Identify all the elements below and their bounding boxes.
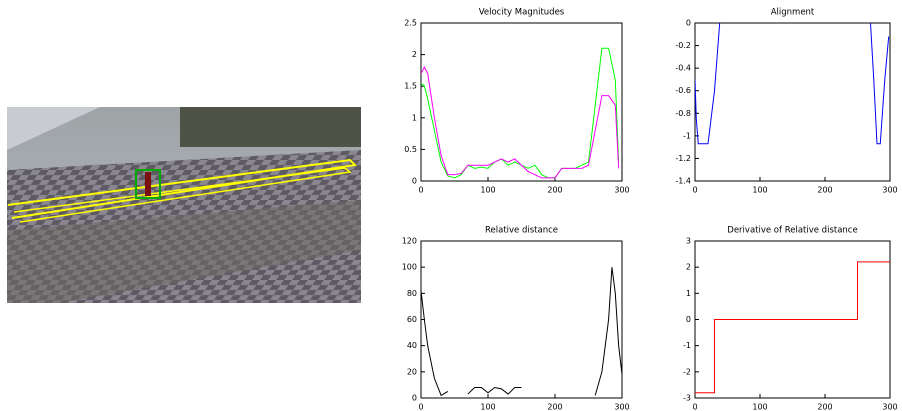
y-tick-label: 0 xyxy=(412,394,417,403)
y-tick-label: 2 xyxy=(686,263,691,272)
x-tick-label: 100 xyxy=(752,186,767,195)
subplot: Derivative of Relative distance -3 -2 -1 0 1 2… xyxy=(683,226,898,411)
y-tick-label: 20 xyxy=(407,367,417,376)
y-tick-label: -2 xyxy=(683,367,691,376)
y-tick-label: 1.5 xyxy=(404,82,417,91)
x-tick-label: 100 xyxy=(480,403,495,411)
subplot-title: Derivative of Relative distance xyxy=(727,226,857,236)
x-tick-label: 0 xyxy=(418,186,423,195)
x-tick-label: 200 xyxy=(817,186,832,195)
subplot: Relative distance 0 20 40 60 80 100 120 0 100 200 3… xyxy=(402,226,630,411)
y-tick-label: 2.5 xyxy=(404,19,417,28)
x-tick-label: 0 xyxy=(692,403,697,411)
y-tick-label: 2 xyxy=(412,50,417,59)
y-tick-label: 1 xyxy=(412,113,417,122)
video-frame xyxy=(7,107,361,303)
data-line xyxy=(421,47,620,179)
data-line xyxy=(695,261,890,394)
x-tick-label: 300 xyxy=(882,186,897,195)
y-tick-label: -0.8 xyxy=(675,109,691,118)
x-tick-label: 100 xyxy=(480,186,495,195)
y-tick-label: -1 xyxy=(683,341,691,350)
y-tick-label: 3 xyxy=(686,237,691,246)
subplot: Velocity Magnitudes 0 0.5 1 1.5 2 2.5 0 100 200 30… xyxy=(404,8,629,195)
y-tick-label: -0.2 xyxy=(675,41,691,50)
subplot: Alignment -1.4 -1.2 -1 -0.8 -0.6 -0.4 -0.2 0 0 100… xyxy=(675,8,897,195)
y-tick-label: 0 xyxy=(686,315,691,324)
y-tick-label: 100 xyxy=(402,263,417,272)
y-tick-label: -1 xyxy=(683,131,691,140)
y-tick-label: -1.2 xyxy=(675,154,691,163)
x-tick-label: 300 xyxy=(614,186,629,195)
data-line xyxy=(421,267,622,397)
y-tick-label: 0 xyxy=(686,19,691,28)
y-tick-label: -0.4 xyxy=(675,64,691,73)
x-tick-label: 100 xyxy=(752,403,767,411)
x-tick-label: 200 xyxy=(547,186,562,195)
y-tick-label: 120 xyxy=(402,237,417,246)
x-tick-label: 200 xyxy=(817,403,832,411)
axes-box xyxy=(420,240,623,399)
y-tick-label: 1 xyxy=(686,289,691,298)
subplot-title: Relative distance xyxy=(485,226,558,236)
x-tick-label: 300 xyxy=(882,403,897,411)
y-tick-label: -0.6 xyxy=(675,86,691,95)
y-tick-label: 0.5 xyxy=(404,145,417,154)
y-tick-label: 80 xyxy=(407,289,417,298)
x-tick-label: 200 xyxy=(547,403,562,411)
data-line xyxy=(695,23,890,145)
y-tick-label: 40 xyxy=(407,341,417,350)
x-tick-label: 300 xyxy=(614,403,629,411)
axes-box xyxy=(694,22,891,182)
data-line xyxy=(421,66,620,179)
x-tick-label: 0 xyxy=(418,403,423,411)
y-tick-label: 0 xyxy=(412,177,417,186)
y-tick-label: -3 xyxy=(683,394,691,403)
subplot-title: Velocity Magnitudes xyxy=(479,8,565,18)
y-tick-label: 60 xyxy=(407,315,417,324)
y-tick-label: -1.4 xyxy=(675,177,691,186)
subplot-title: Alignment xyxy=(771,8,815,18)
axes-box xyxy=(420,22,623,182)
x-tick-label: 0 xyxy=(692,186,697,195)
